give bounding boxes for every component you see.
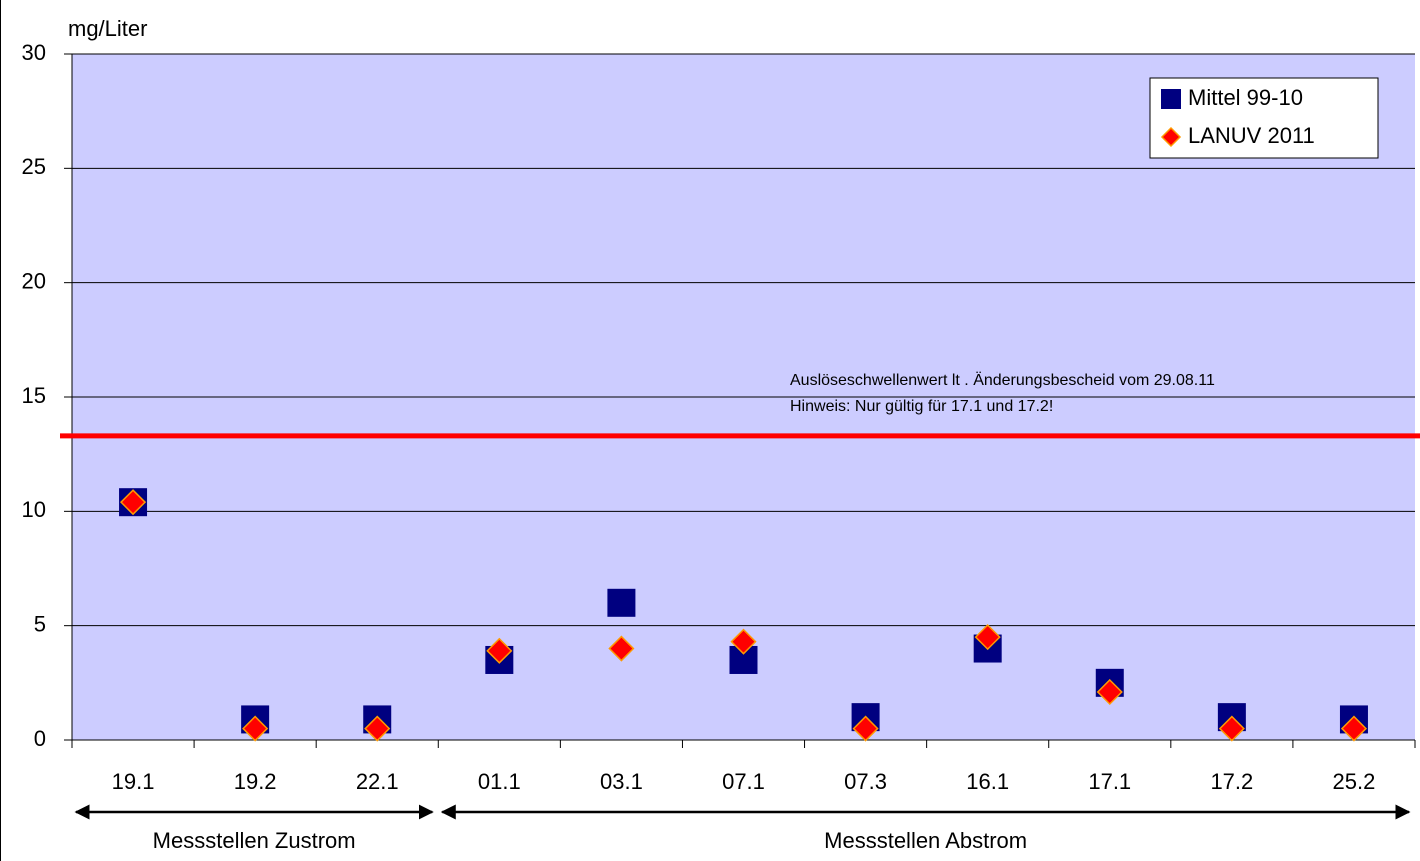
annotation: Hinweis: Nur gültig für 17.1 und 17.2! (790, 398, 1053, 415)
x-tick-label: 19.1 (112, 769, 155, 794)
point (1096, 678, 1123, 706)
legend-box (1149, 77, 1379, 159)
point (852, 715, 879, 742)
x-tick-label: 07.1 (722, 769, 765, 794)
legend-marker (1161, 89, 1181, 109)
point (242, 715, 269, 742)
point (1340, 715, 1368, 742)
x-tick-label: 16.1 (966, 769, 1009, 794)
point (119, 489, 147, 516)
y-tick-label: 10 (22, 497, 46, 522)
annotation: Auslöseschwellenwert lt . Änderungsbesch… (790, 371, 1215, 389)
y-axis-label: mg/Liter (68, 16, 147, 41)
x-tick-label: 01.1 (478, 769, 521, 794)
y-tick-label: 5 (34, 611, 46, 636)
x-tick-label: 25.2 (1333, 769, 1376, 794)
point (1218, 715, 1245, 742)
point (486, 637, 513, 664)
point (974, 624, 1001, 651)
x-tick-label: 17.2 (1210, 769, 1253, 794)
group-label: Messstellen Zustrom (153, 828, 356, 853)
x-tick-label: 22.1 (356, 769, 399, 794)
y-tick-label: 30 (22, 40, 46, 65)
y-tick-label: 0 (34, 726, 46, 751)
point (607, 588, 636, 617)
legend-label: Mittel 99-10 (1188, 85, 1303, 110)
point (364, 715, 391, 742)
y-tick-label: 15 (22, 383, 46, 408)
group-label: Messstellen Abstrom (824, 828, 1027, 853)
x-tick-label: 03.1 (600, 769, 643, 794)
legend-label: LANUV 2011 (1188, 123, 1315, 148)
y-tick-label: 25 (22, 154, 46, 179)
x-tick-label: 07.3 (844, 769, 887, 794)
x-tick-label: 17.1 (1088, 769, 1131, 794)
x-tick-label: 19.2 (234, 769, 277, 794)
y-tick-label: 20 (22, 268, 46, 293)
point (730, 628, 757, 655)
point (608, 635, 635, 662)
legend-marker (1160, 126, 1182, 148)
